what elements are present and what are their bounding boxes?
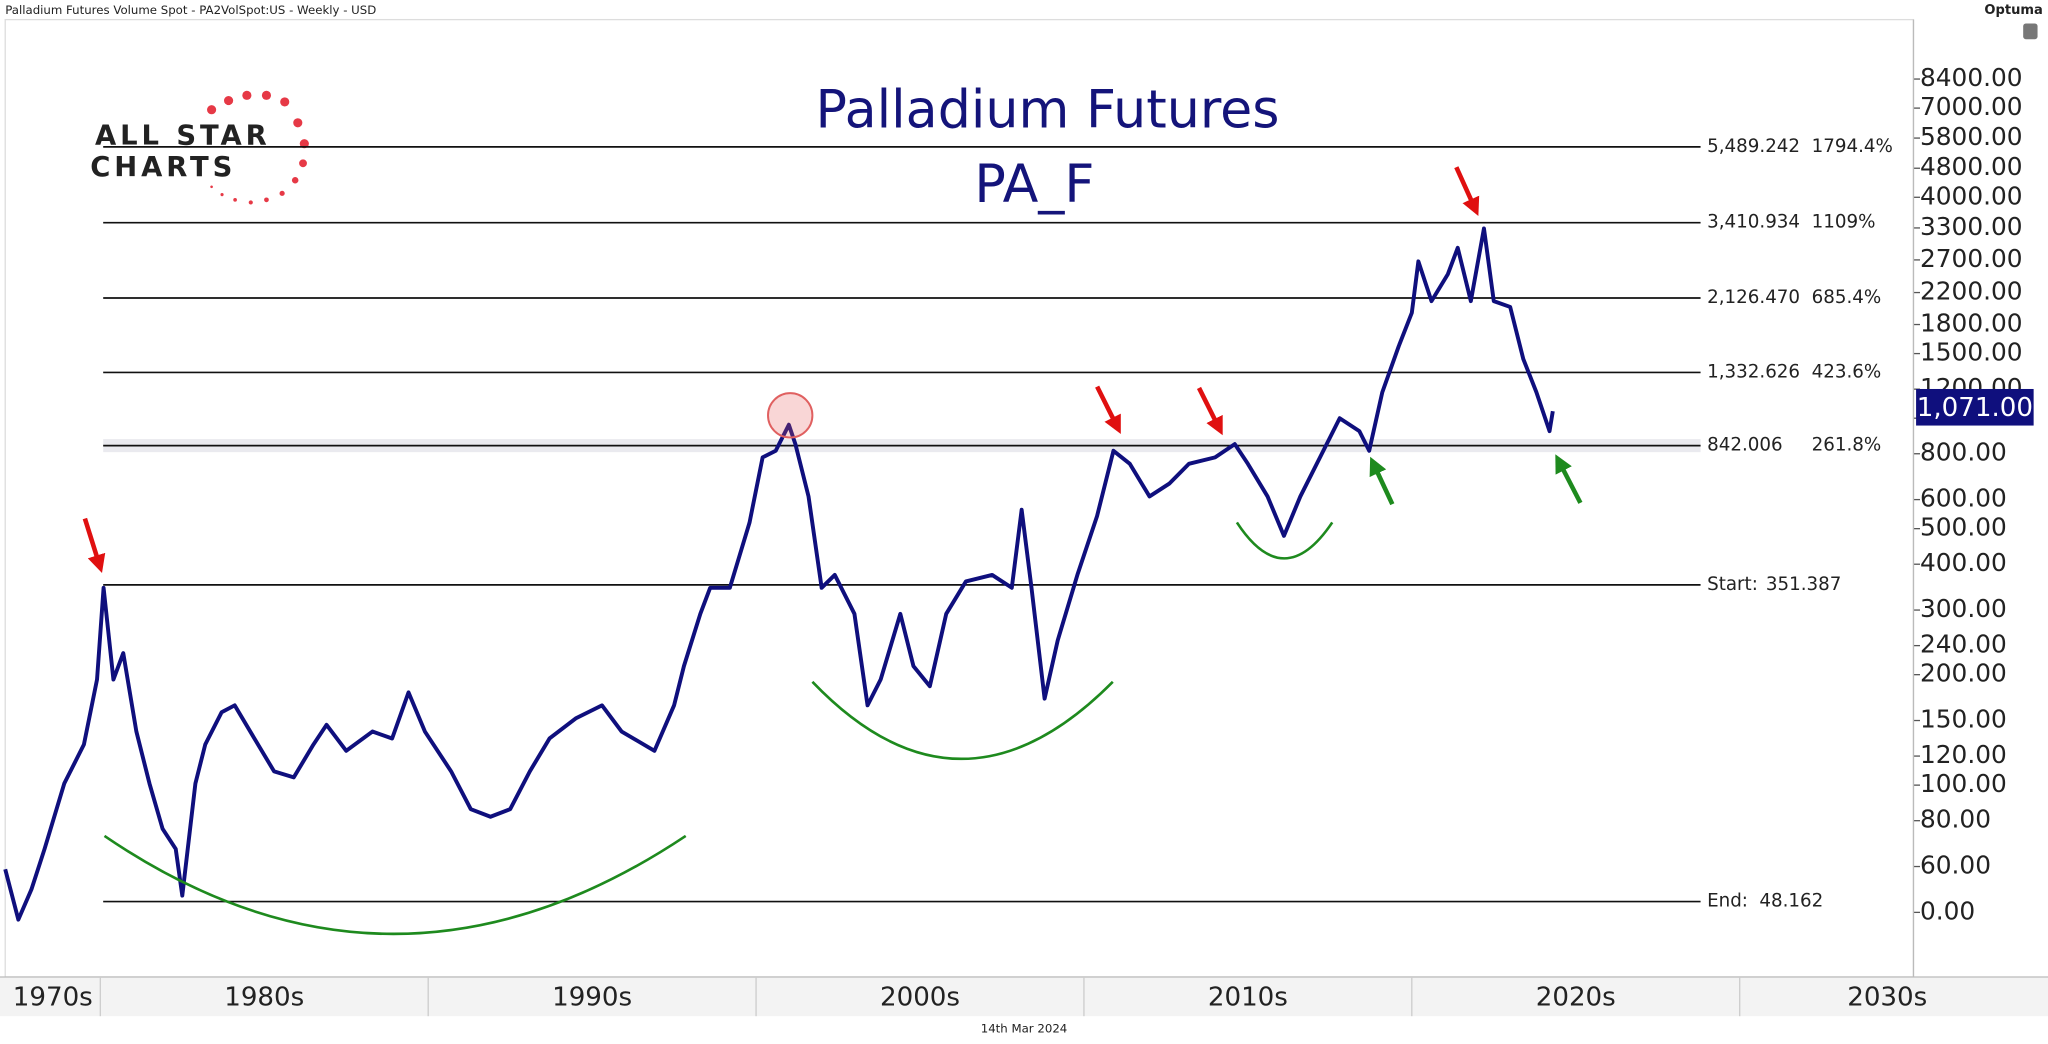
lock-icon [2023,23,2038,40]
price-line [3,226,1555,922]
level-label: 5,489.242 [1707,136,1800,157]
series [3,226,1555,922]
base-arc [103,834,687,936]
bases [103,521,1334,936]
level-label: 1,332.626 [1707,361,1800,382]
y-tick-label: 500.00 [1920,513,2007,542]
y-tick-label: 800.00 [1920,438,2007,467]
y-tick-label: 1800.00 [1920,309,2023,338]
y-tick-label: 1500.00 [1920,338,2023,367]
level-pct: 685.4% [1812,287,1882,308]
y-tick-label: 7000.00 [1920,92,2023,121]
y-tick-label: 5800.00 [1920,122,2023,151]
arrow [1454,166,1480,217]
y-tick-label: 80.00 [1920,805,1991,834]
arrow [82,517,106,573]
annotations [82,166,1583,936]
brand: Optuma [1984,3,2042,18]
level-value: 351.387 [1766,574,1842,595]
y-tick-label: 3300.00 [1920,212,2023,241]
y-tick-label: 4800.00 [1920,152,2023,181]
level-value: 48.162 [1759,891,1823,912]
level-label: 2,126.470 [1707,287,1800,308]
y-tick-label: 2700.00 [1920,244,2023,273]
base-arc [811,680,1114,761]
x-axis-band [0,976,2048,1017]
y-tick-label: 150.00 [1920,705,2007,734]
arrow [1095,385,1121,434]
y-tick-label: 0.00 [1920,896,1975,925]
red-arrows [82,166,1480,573]
base-arc [1235,521,1334,560]
y-tick-label: 120.00 [1920,740,2007,769]
y-tick-label: 300.00 [1920,594,2007,623]
header: Palladium Futures Volume Spot - PA2VolSp… [5,3,376,17]
y-tick-label: 200.00 [1920,659,2007,688]
y-tick-label: 400.00 [1920,548,2007,577]
level-label: 842.006 [1707,435,1783,456]
y-tick-label: 600.00 [1920,484,2007,513]
y-axis: 8400.007000.005800.004800.004000.003300.… [13,19,2034,1017]
green-arrows [1369,454,1583,506]
highlight-circle [767,392,814,439]
x-tick-label: 2010s [1208,982,1288,1012]
x-tick-label: 2020s [1536,982,1616,1012]
y-tick-label: 100.00 [1920,769,2007,798]
level-pct: 1794.4% [1812,136,1893,157]
level-name: End: [1707,891,1748,912]
level-pct: 423.6% [1812,361,1882,382]
chart-title: Palladium Futures [816,81,1280,141]
x-tick-label: 1990s [552,982,632,1012]
level-name: Start: [1707,574,1758,595]
date-label: 14th Mar 2024 [981,1022,1068,1036]
y-tick-label: 8400.00 [1920,63,2023,92]
x-tick-label: 1980s [224,982,304,1012]
y-tick-label: 4000.00 [1920,181,2023,210]
x-tick-label: 1970s [13,982,93,1012]
level-pct: 261.8% [1812,435,1882,456]
level-pct: 1109% [1812,212,1876,233]
arrow [1555,454,1583,504]
last-price-box [1916,388,2034,426]
arrow [1369,456,1395,506]
level-label: 3,410.934 [1707,212,1800,233]
logo-stars [207,90,309,205]
logo-text: CHARTS [90,152,236,183]
y-tick-label: 240.00 [1920,630,2007,659]
y-tick-label: 2200.00 [1920,277,2023,306]
last-price-label: 1,071.00 [1917,393,2033,423]
x-tick-label: 2000s [880,982,960,1012]
y-tick-label: 60.00 [1920,851,1991,880]
fib-levels: 5,489.242 1794.4% 3,410.934 1109% 2,126.470 6… [103,136,1893,912]
arrow [1196,386,1223,436]
x-tick-label: 2030s [1847,982,1927,1012]
chart-subtitle: PA_F [974,155,1094,215]
